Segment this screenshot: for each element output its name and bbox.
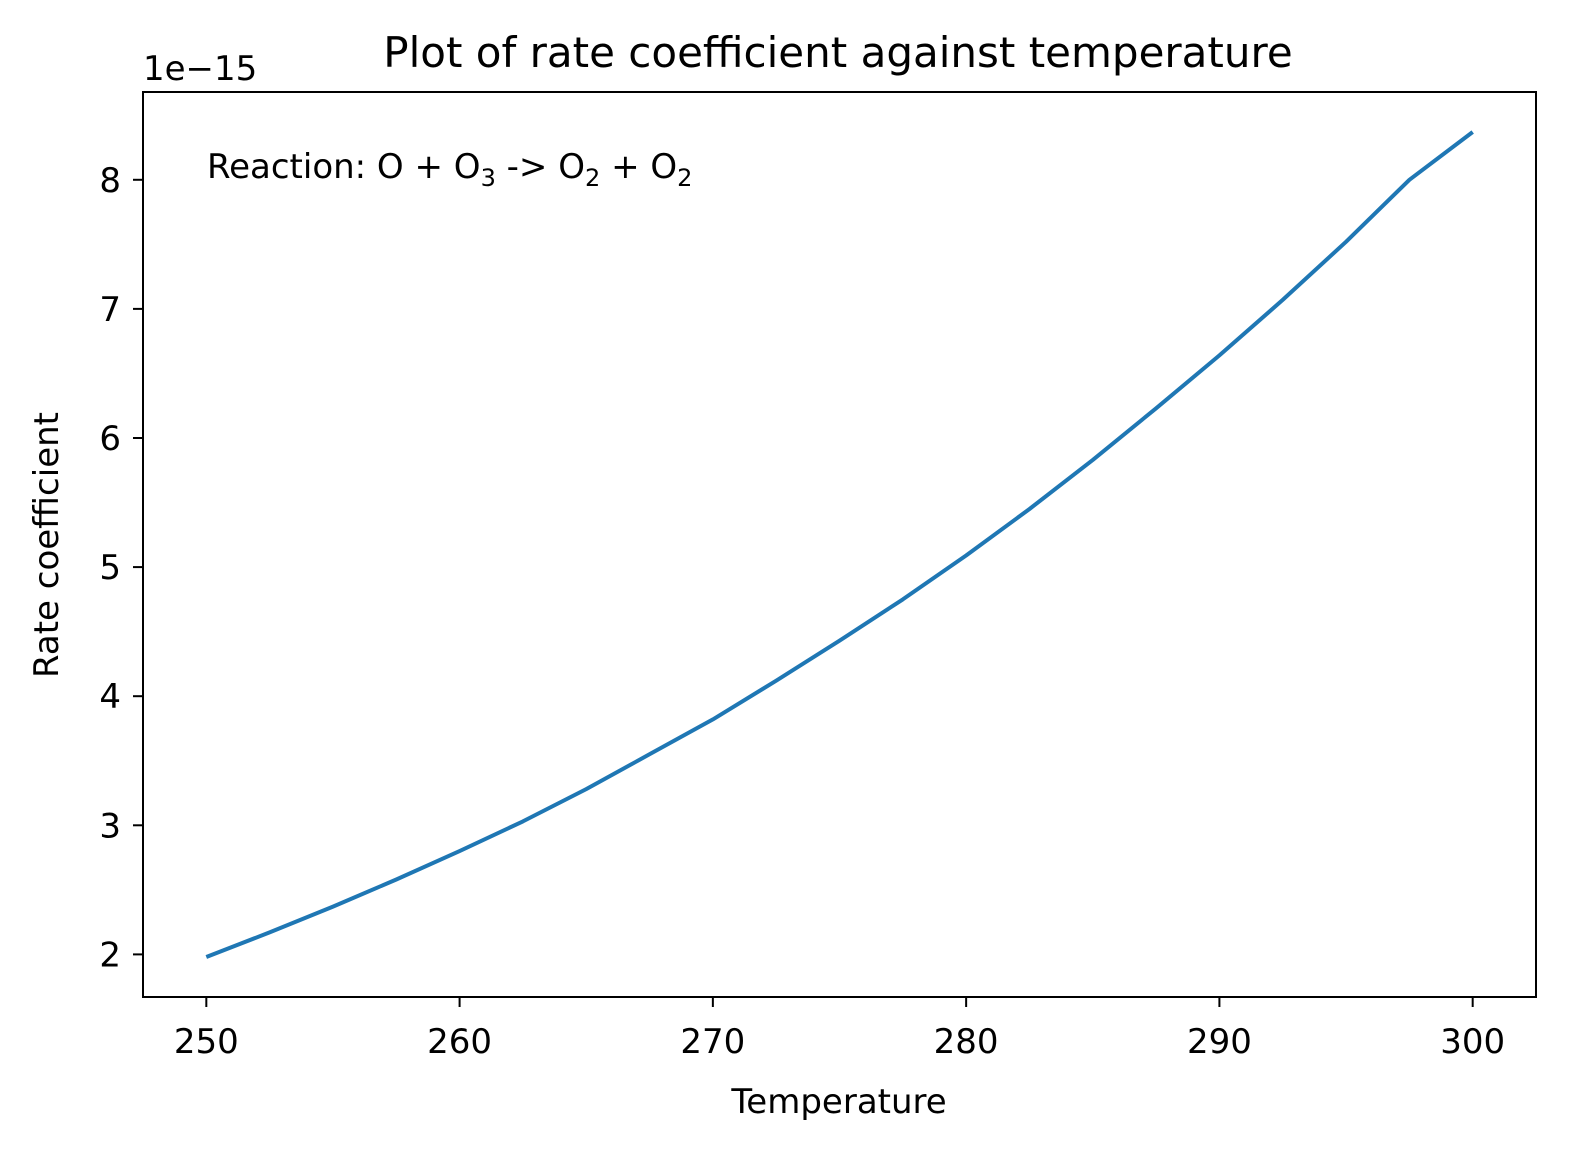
- series-layer: [205, 130, 1474, 959]
- plot-area-frame: [142, 91, 1537, 998]
- rate-coefficient-series-line: [205, 130, 1474, 959]
- y-tick-label: 2: [99, 935, 121, 975]
- y-axis-label: Rate coefficient: [27, 412, 67, 678]
- y-tick-label: 5: [99, 548, 121, 588]
- x-tick-label: 300: [1440, 1022, 1505, 1062]
- reaction-annotation-mid1: -> O: [496, 147, 585, 187]
- reaction-annotation-sub2: 2: [585, 164, 600, 192]
- x-tick-label: 280: [934, 1022, 999, 1062]
- reaction-annotation-sub1: 3: [481, 164, 496, 192]
- y-axis-ticks: 2 3 4 5 6 7 8: [99, 161, 143, 975]
- x-tick-label: 260: [427, 1022, 492, 1062]
- y-tick-label: 7: [99, 290, 121, 330]
- y-tick-label: 6: [99, 419, 121, 459]
- reaction-annotation-mid2: + O: [600, 147, 677, 187]
- x-tick-label: 290: [1187, 1022, 1252, 1062]
- reaction-annotation: Reaction: O + O3 -> O2 + O2: [207, 147, 692, 192]
- x-axis-ticks: 250 260 270 280 290 300: [174, 997, 1505, 1062]
- x-tick-label: 250: [174, 1022, 239, 1062]
- y-tick-label: 8: [99, 161, 121, 201]
- reaction-annotation-sub3: 2: [677, 164, 692, 192]
- x-axis-label: Temperature: [730, 1082, 946, 1122]
- reaction-annotation-prefix: Reaction: O + O: [207, 147, 481, 187]
- y-axis-offset-text: 1e−15: [143, 49, 257, 89]
- y-tick-label: 4: [99, 677, 121, 717]
- y-tick-label: 3: [99, 806, 121, 846]
- x-tick-label: 270: [680, 1022, 745, 1062]
- chart-title: Plot of rate coefficient against tempera…: [383, 28, 1292, 77]
